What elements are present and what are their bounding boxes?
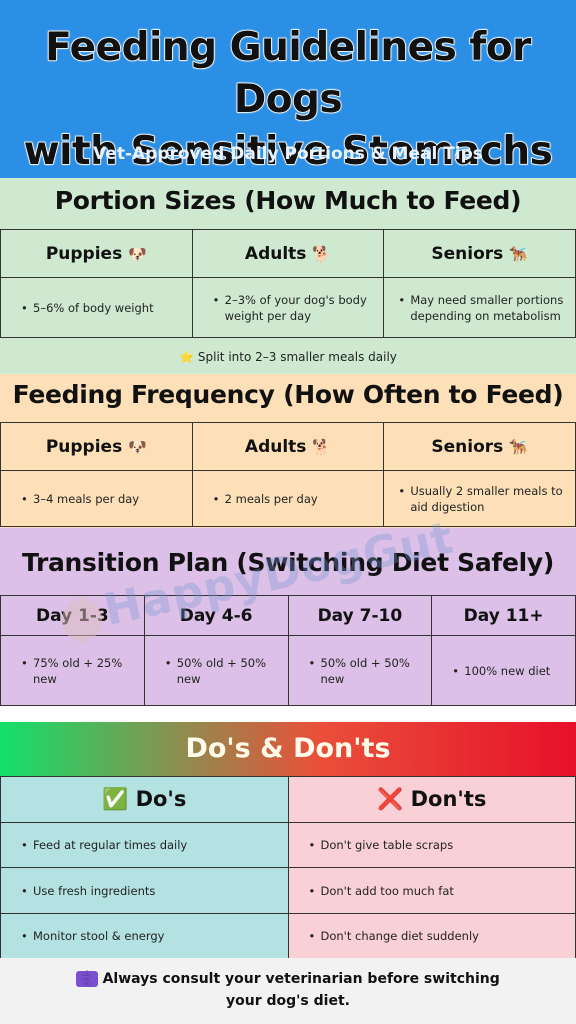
dog-icon: 🐕 (312, 244, 332, 263)
star-icon: ⭐ (179, 350, 195, 364)
puppy-face-icon: 🐶 (128, 244, 147, 263)
donts-item-text: Don't change diet suddenly (309, 928, 566, 944)
dos-item: Monitor stool & energy (0, 913, 289, 959)
page-subtitle: Vet-Approved Daily Portions & Meal Tips (93, 144, 483, 164)
service-dog-icon: 🐕‍🦺 (509, 244, 528, 263)
cross-mark-icon: ❌ (377, 787, 404, 811)
transition-cell-3: 50% old + 50% new (287, 635, 433, 706)
title-line-2: with Sensitive Stomachs (23, 128, 554, 175)
portion-title: Portion Sizes (How Much to Feed) (54, 186, 522, 215)
portion-col-adults: Adults 🐕 (191, 229, 385, 278)
frequency-cell-adults: 2 meals per day (191, 470, 385, 527)
transition-cell-2-text: 50% old + 50% new (165, 655, 278, 687)
portion-cell-seniors-text: May need smaller portions depending on m… (398, 292, 565, 324)
portion-col-puppies-label: Puppies (45, 243, 123, 264)
donts-item-text: Don't give table scraps (309, 837, 566, 853)
portion-col-seniors-label: Seniors (431, 243, 504, 264)
dos-label: Do's (135, 787, 187, 811)
transition-cell-3-text: 50% old + 50% new (309, 655, 422, 687)
donts-item-text: Don't add too much fat (309, 883, 566, 899)
watermark-dog-icon (62, 598, 102, 642)
transition-cell-1-text: 75% old + 25% new (21, 655, 134, 687)
portion-note-text: Split into 2–3 smaller meals daily (197, 350, 397, 364)
dos-item-text: Feed at regular times daily (21, 837, 278, 853)
frequency-col-adults-label: Adults (244, 436, 307, 457)
dos-donts-title: Do's & Don'ts (185, 733, 391, 764)
dos-item-text: Monitor stool & energy (21, 928, 278, 944)
frequency-cell-puppies-text: 3–4 meals per day (21, 491, 182, 507)
frequency-col-puppies-label: Puppies (45, 436, 123, 457)
dos-donts-header: Do's & Don'ts (0, 722, 576, 776)
portion-note: ⭐ Split into 2–3 smaller meals daily (0, 350, 576, 364)
medical-symbol-icon: ⚕️ (76, 971, 98, 987)
frequency-cell-seniors-text: Usually 2 smaller meals to aid digestion (398, 483, 565, 515)
transition-col-day4-6: Day 4-6 (143, 595, 289, 636)
check-mark-icon: ✅ (102, 787, 129, 811)
frequency-cell-adults-text: 2 meals per day (213, 491, 374, 507)
frequency-cell-seniors: Usually 2 smaller meals to aid digestion (383, 470, 576, 527)
transition-table: Day 1-3 Day 4-6 Day 7-10 Day 11+ 75% old… (0, 595, 576, 706)
donts-column-header: ❌ Don'ts (287, 776, 576, 823)
transition-col-day11: Day 11+ (431, 595, 576, 636)
portion-cell-puppies: 5–6% of body weight (0, 277, 193, 338)
transition-title: Transition Plan (Switching Diet Safely) (21, 548, 555, 577)
dos-item: Use fresh ingredients (0, 867, 289, 914)
spacer (0, 706, 576, 722)
dos-column-header: ✅ Do's (0, 776, 289, 823)
portion-cell-adults-text: 2–3% of your dog's body weight per day (213, 292, 374, 324)
donts-item: Don't change diet suddenly (287, 913, 576, 959)
service-dog-icon: 🐕‍🦺 (509, 437, 528, 456)
puppy-face-icon: 🐶 (128, 437, 147, 456)
frequency-col-adults: Adults 🐕 (191, 422, 385, 471)
dos-item-text: Use fresh ingredients (21, 883, 278, 899)
page-title: Feeding Guidelines for Dogs with Sensiti… (0, 22, 576, 178)
frequency-col-seniors: Seniors 🐕‍🦺 (383, 422, 576, 471)
portion-cell-adults: 2–3% of your dog's body weight per day (191, 277, 385, 338)
transition-cell-4-text: 100% new diet (452, 663, 565, 679)
donts-label: Don'ts (410, 787, 487, 811)
donts-item: Don't add too much fat (287, 867, 576, 914)
transition-cell-1: 75% old + 25% new (0, 635, 145, 706)
footer-line-1: Always consult your veterinarian before … (102, 971, 500, 987)
dog-icon: 🐕 (312, 437, 332, 456)
frequency-col-puppies: Puppies 🐶 (0, 422, 193, 471)
portion-cell-seniors: May need smaller portions depending on m… (383, 277, 576, 338)
header-banner: Feeding Guidelines for Dogs with Sensiti… (0, 0, 576, 178)
footer-line-2: your dog's diet. (226, 993, 350, 1009)
frequency-table: Puppies 🐶 Adults 🐕 Seniors 🐕‍🦺 3–4 meals… (0, 422, 576, 527)
donts-item: Don't give table scraps (287, 822, 576, 868)
transition-col-day7-10: Day 7-10 (287, 595, 433, 636)
frequency-col-seniors-label: Seniors (431, 436, 504, 457)
portion-col-puppies: Puppies 🐶 (0, 229, 193, 278)
portion-col-adults-label: Adults (244, 243, 307, 264)
transition-cell-4: 100% new diet (431, 635, 576, 706)
frequency-cell-puppies: 3–4 meals per day (0, 470, 193, 527)
portion-cell-puppies-text: 5–6% of body weight (21, 300, 182, 316)
frequency-title: Feeding Frequency (How Often to Feed) (12, 380, 564, 409)
footer-note: ⚕️ Always consult your veterinarian befo… (0, 958, 576, 1024)
portion-col-seniors: Seniors 🐕‍🦺 (383, 229, 576, 278)
transition-cell-2: 50% old + 50% new (143, 635, 289, 706)
dos-donts-table: ✅ Do's ❌ Don'ts Feed at regular times da… (0, 776, 576, 959)
title-line-1: Feeding Guidelines for Dogs (44, 24, 532, 123)
portion-table: Puppies 🐶 Adults 🐕 Seniors 🐕‍🦺 5–6% of b… (0, 229, 576, 338)
dos-item: Feed at regular times daily (0, 822, 289, 868)
